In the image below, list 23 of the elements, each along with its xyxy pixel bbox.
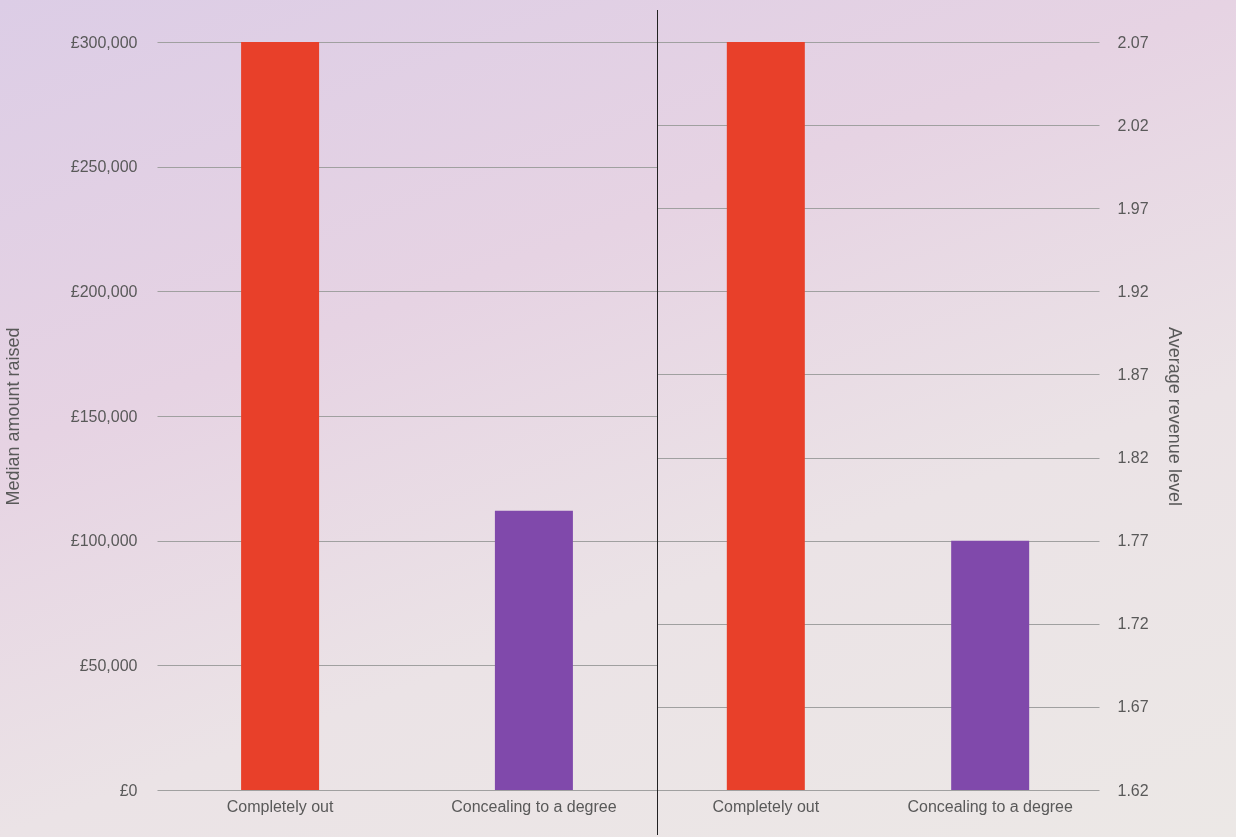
x-tick-label: Concealing to a degree <box>451 797 617 815</box>
y-tick-label: 2.07 <box>1117 33 1149 51</box>
y-tick-label: £0 <box>119 781 138 799</box>
y-tick-label: 1.82 <box>1117 449 1149 467</box>
x-tick-label: Completely out <box>226 797 335 815</box>
x-tick-label: Completely out <box>712 797 820 815</box>
y-tick-label: 1.87 <box>1117 365 1149 383</box>
x-tick-label: Concealing to a degree <box>907 797 1074 815</box>
y-tick-label: 2.02 <box>1117 116 1149 134</box>
y-tick-label: 1.72 <box>1117 615 1149 633</box>
y-tick-label: 1.77 <box>1117 532 1149 550</box>
y-tick-label: 1.67 <box>1117 698 1149 716</box>
y-tick-label: £100,000 <box>70 532 138 550</box>
y-tick-label: £200,000 <box>70 282 138 300</box>
y-axis-title: Average revenue level <box>1164 327 1185 506</box>
y-tick-label: £250,000 <box>70 158 138 176</box>
y-tick-label: £300,000 <box>70 33 138 51</box>
y-axis-title: Median amount raised <box>2 327 23 506</box>
y-tick-label: 1.97 <box>1117 199 1149 217</box>
y-tick-label: £50,000 <box>79 656 138 674</box>
y-tick-label: 1.92 <box>1117 282 1149 300</box>
y-tick-label: £150,000 <box>70 407 138 425</box>
y-tick-label: 1.62 <box>1117 781 1149 799</box>
